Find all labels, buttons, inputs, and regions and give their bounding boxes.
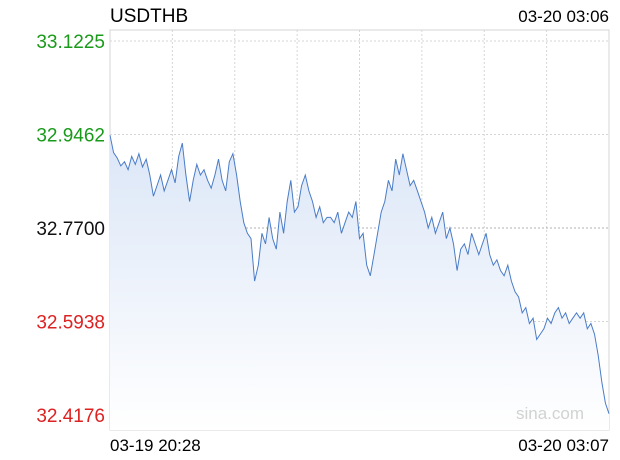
price-line [109, 135, 610, 414]
y-tick-label: 32.9462 [36, 126, 105, 147]
y-tick-label: 33.1225 [36, 32, 105, 53]
y-tick-label: 32.7700 [36, 219, 105, 240]
x-axis-start-label: 03-19 20:28 [110, 436, 201, 455]
y-tick-label: 32.5938 [36, 313, 105, 334]
timestamp: 03-20 03:06 [518, 7, 609, 26]
x-axis-end-label: 03-20 03:07 [518, 436, 609, 455]
chart-title: USDTHB [110, 6, 188, 27]
watermark: sina.com [516, 404, 584, 423]
y-tick-label: 32.4176 [36, 406, 105, 427]
y-axis-labels: 33.1225 32.9462 32.7700 32.5938 32.4176 [36, 32, 105, 427]
price-area-fill [110, 135, 609, 430]
